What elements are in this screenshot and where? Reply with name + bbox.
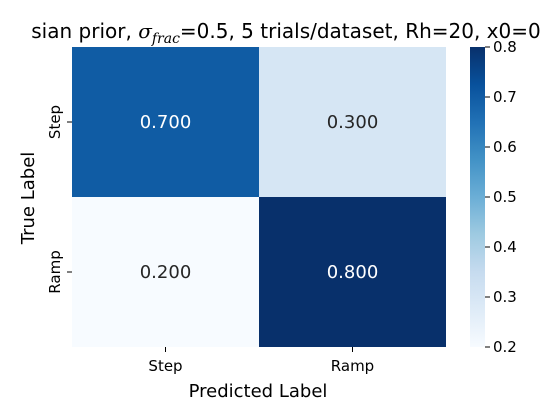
colorbar: 0.2 0.3 0.4 0.5 0.6 0.7 0.8 [470,38,517,356]
y-axis: Step Ramp [46,105,72,294]
colorbar-tick-label: 0.6 [493,138,517,156]
colorbar-tick-label: 0.4 [493,238,517,256]
y-tick-label: Step [46,105,64,139]
heatmap-cell [259,197,446,347]
cell-value-label: 0.300 [327,112,379,133]
chart-title-subscript: frac [151,31,180,47]
colorbar-tick-label: 0.7 [493,88,517,106]
heatmap-cell [72,47,259,197]
colorbar-tick-label: 0.2 [493,338,517,356]
chart-title-symbol: σ [138,19,153,43]
x-tick-label: Ramp [331,357,374,375]
colorbar-tick-label: 0.5 [493,188,517,206]
x-axis-label: Predicted Label [189,381,328,402]
cell-value-label: 0.800 [327,262,379,283]
heatmap-annotations: 0.700 0.300 0.200 0.800 [140,112,379,283]
heatmap-cell [72,197,259,347]
colorbar-tick-label: 0.3 [493,288,517,306]
colorbar-gradient [470,47,485,347]
y-axis-label: True Label [18,152,39,246]
heatmap-cell [259,47,446,197]
x-tick-label: Step [148,357,182,375]
colorbar-tick-label: 0.8 [493,38,517,56]
x-axis: Step Ramp [148,347,374,375]
y-tick-label: Ramp [46,250,64,293]
chart-title-before: sian prior, [31,19,138,43]
cell-value-label: 0.200 [140,262,192,283]
heatmap-cells [72,47,446,347]
cell-value-label: 0.700 [140,112,192,133]
chart-title: sian prior, σfrac=0.5, 5 trials/dataset,… [31,19,540,47]
chart-title-after: =0.5, 5 trials/dataset, Rh=20, x0=0 [180,19,541,43]
